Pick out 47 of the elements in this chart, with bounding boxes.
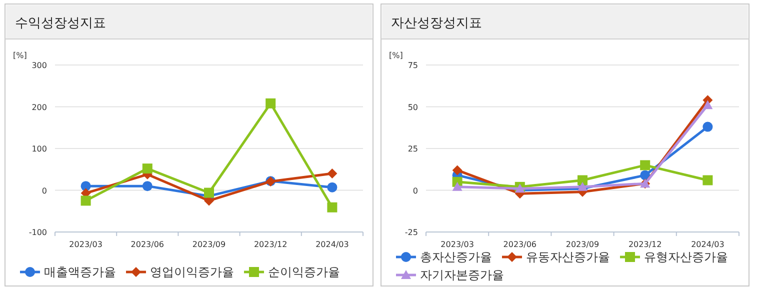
point (452, 165, 462, 176)
point (702, 100, 713, 110)
point (327, 202, 338, 212)
x-tick-label: 2023/06 (130, 240, 164, 249)
x-tick-label: 2023/06 (503, 240, 537, 249)
chart-title: 수익성장성지표 (15, 16, 106, 31)
y-tick-label: 75 (408, 61, 418, 70)
y-tick-label: -100 (28, 228, 47, 237)
x-tick-label: 2023/09 (566, 240, 600, 249)
y-tick-label: 0 (412, 186, 418, 196)
legend-label: 매출액증가율 (44, 265, 116, 279)
x-tick-label: 2023/12 (254, 240, 288, 249)
x-tick-label: 2024/03 (316, 240, 349, 249)
y-tick-label: 50 (408, 102, 418, 112)
y-tick-label: -25 (404, 228, 418, 237)
point (142, 164, 152, 174)
legend-label: 순이익증가율 (268, 265, 340, 279)
point (640, 160, 650, 170)
point (204, 188, 214, 198)
chart-title: 자산성장성지표 (391, 16, 482, 31)
x-tick-label: 2024/03 (691, 240, 724, 249)
legend-label: 유형자산증가율 (644, 250, 728, 264)
point (327, 182, 338, 192)
legend-label: 영업이익증가율 (150, 265, 234, 279)
y-axis-title: [%] (389, 51, 403, 60)
legend-label: 유동자산증가율 (526, 250, 610, 264)
point (452, 182, 462, 191)
point (327, 168, 338, 179)
x-tick-label: 2023/09 (192, 240, 226, 249)
y-tick-label: 25 (408, 144, 418, 154)
y-tick-label: 0 (42, 186, 47, 196)
y-tick-label: 200 (32, 102, 47, 112)
y-tick-label: 100 (32, 144, 47, 154)
point (702, 175, 713, 186)
x-tick-label: 2023/03 (69, 240, 102, 249)
point (702, 122, 713, 132)
y-tick-label: 300 (32, 61, 47, 70)
x-tick-label: 2023/12 (628, 240, 662, 249)
y-axis-title: [%] (13, 51, 27, 60)
legend-label: 총자산증가율 (420, 250, 492, 264)
point (266, 98, 276, 108)
x-tick-label: 2023/03 (440, 240, 474, 249)
point (578, 182, 588, 191)
legend-label: 자기자본증가율 (420, 268, 504, 282)
point (142, 181, 152, 192)
point (578, 175, 588, 186)
point (80, 196, 91, 206)
